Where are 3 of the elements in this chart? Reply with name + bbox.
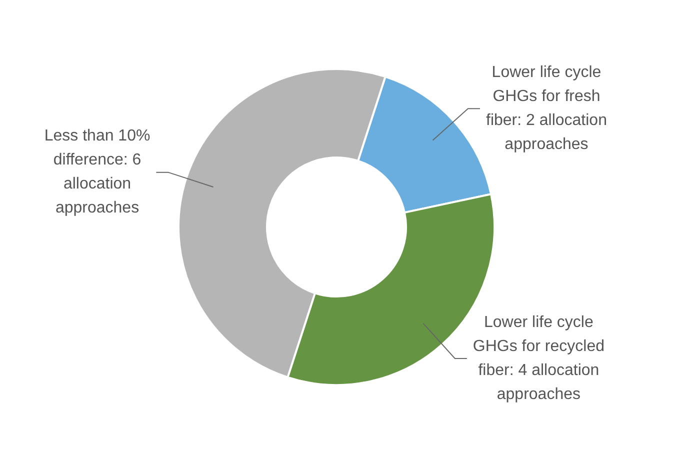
slice-label: Less than 10% difference: 6 allocation approaches	[44, 128, 150, 217]
slice-label: Lower life cycle GHGs for recycled fiber: 4 allocation approaches	[472, 314, 604, 403]
slice-label: Lower life cycle GHGs for fresh fiber: 2 allocation approaches	[486, 64, 607, 153]
